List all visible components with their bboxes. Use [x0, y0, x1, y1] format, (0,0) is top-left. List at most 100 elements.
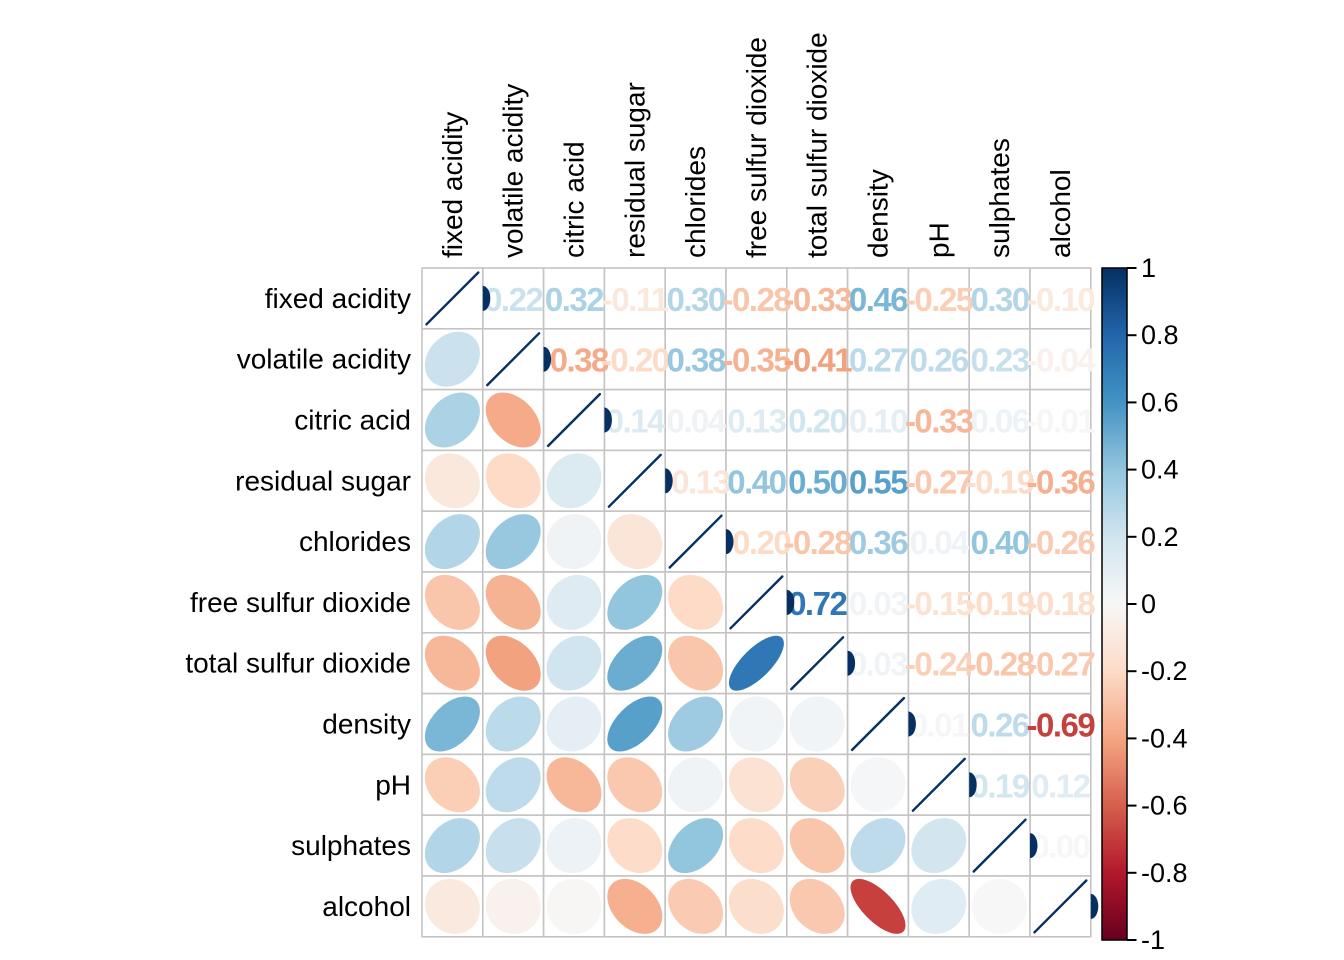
diagonal-overflow-mark	[543, 346, 552, 372]
column-label: density	[863, 169, 894, 258]
correlation-value: 0.30	[666, 281, 724, 318]
colorbar-tick-label: -0.4	[1141, 723, 1188, 753]
column-label: sulphates	[984, 138, 1015, 258]
column-label: volatile acidity	[498, 84, 529, 258]
correlation-value: 0.46	[849, 281, 908, 318]
grid-cell	[846, 631, 910, 695]
diagonal-line	[425, 271, 480, 326]
correlation-ellipse	[789, 757, 845, 813]
column-label: free sulfur dioxide	[741, 37, 772, 258]
grid-cell	[846, 449, 910, 512]
correlation-value: -0.28	[783, 524, 852, 561]
correlation-ellipse	[424, 331, 480, 387]
row-label: pH	[375, 769, 411, 800]
correlation-ellipse	[485, 757, 541, 813]
grid-cell	[1029, 753, 1092, 817]
row-label: alcohol	[322, 891, 411, 922]
correlation-ellipse	[485, 696, 541, 752]
correlation-value: 0.12	[1031, 767, 1090, 804]
grid-cell	[846, 571, 910, 634]
correlation-value: 0.10	[849, 403, 907, 440]
grid-cell	[1029, 267, 1092, 330]
diagonal-line	[790, 636, 845, 691]
diagonal-overflow-mark	[908, 711, 916, 737]
diagonal-overflow-mark	[969, 772, 977, 798]
diagonal-line	[729, 575, 784, 630]
correlation-value: 0.00	[1031, 828, 1089, 865]
grid-cell	[785, 510, 849, 573]
correlation-value: -0.33	[783, 281, 852, 318]
correlation-value: -0.20	[601, 342, 669, 379]
correlation-ellipse	[850, 818, 906, 874]
correlation-ellipse	[850, 757, 906, 813]
correlation-ellipse	[607, 757, 663, 813]
correlation-value: -0.24	[905, 646, 975, 683]
grid-cell	[968, 631, 1031, 695]
row-label: fixed acidity	[265, 283, 411, 314]
grid-cell	[725, 327, 788, 391]
row-label: citric acid	[294, 405, 411, 436]
grid-cell	[785, 267, 849, 330]
correlation-ellipse	[424, 574, 480, 630]
correlation-value: 0.30	[970, 281, 1028, 318]
correlation-value: -0.28	[966, 646, 1035, 683]
column-label: chlorides	[680, 146, 711, 258]
correlation-value: 0.01	[910, 707, 969, 744]
correlation-ellipse	[668, 635, 724, 691]
correlation-value: -0.69	[1027, 707, 1096, 744]
correlation-value: 0.14	[606, 403, 666, 440]
correlation-ellipse	[911, 818, 967, 874]
correlation-value: 0.38	[666, 342, 725, 379]
correlation-value: -0.36	[1027, 463, 1096, 500]
grid-cell	[603, 327, 667, 391]
correlation-value: -0.25	[905, 281, 974, 318]
correlation-ellipse	[485, 574, 541, 630]
grid-cell	[542, 267, 606, 330]
correlation-value: 0.72	[788, 585, 847, 622]
row-label: chlorides	[299, 526, 411, 557]
correlation-ellipse	[607, 696, 663, 752]
correlation-value: -0.28	[723, 281, 792, 318]
correlation-value: 0.26	[910, 342, 969, 379]
column-label: pH	[923, 222, 954, 258]
diagonal-line	[607, 453, 662, 508]
correlation-value: 0.20	[788, 403, 846, 440]
correlation-ellipse	[485, 635, 541, 691]
correlation-ellipse	[546, 635, 602, 691]
correlation-value: -0.15	[905, 585, 974, 622]
correlation-ellipse	[424, 514, 480, 570]
correlation-ellipse	[668, 757, 724, 813]
correlation-value: 0.40	[970, 524, 1028, 561]
grid-cell	[603, 388, 667, 452]
grid-cell	[725, 388, 788, 452]
colorbar-gradient	[1101, 267, 1128, 941]
correlation-ellipse	[668, 878, 724, 934]
row-label: total sulfur dioxide	[185, 648, 411, 679]
correlation-ellipse	[728, 878, 784, 934]
grid-cell	[1029, 510, 1092, 573]
correlation-value: 0.13	[727, 403, 786, 440]
diagonal-line	[850, 696, 906, 752]
correlation-value: 0.22	[484, 281, 543, 318]
correlation-ellipse	[728, 635, 784, 691]
grid-cell	[664, 449, 727, 512]
colorbar-tick-label: 0.2	[1141, 522, 1179, 552]
correlation-ellipse	[424, 818, 480, 874]
correlation-ellipse	[485, 514, 541, 570]
diagonal-overflow-mark	[665, 468, 673, 494]
diagonal-overflow-mark	[726, 529, 734, 555]
column-label: alcohol	[1045, 169, 1076, 258]
correlation-value: -0.13	[662, 463, 731, 500]
row-label: sulphates	[291, 830, 411, 861]
correlation-value: 0.27	[849, 342, 907, 379]
row-label: density	[322, 709, 411, 740]
correlation-ellipse	[607, 635, 663, 691]
correlation-value: 0.03	[849, 585, 908, 622]
correlation-ellipse	[424, 453, 480, 509]
correlation-ellipse	[546, 453, 602, 509]
correlation-ellipse	[728, 818, 784, 874]
row-label: residual sugar	[235, 465, 411, 496]
correlation-value: -0.27	[1027, 646, 1095, 683]
correlation-value: 0.23	[970, 342, 1029, 379]
column-label: residual sugar	[619, 82, 650, 258]
